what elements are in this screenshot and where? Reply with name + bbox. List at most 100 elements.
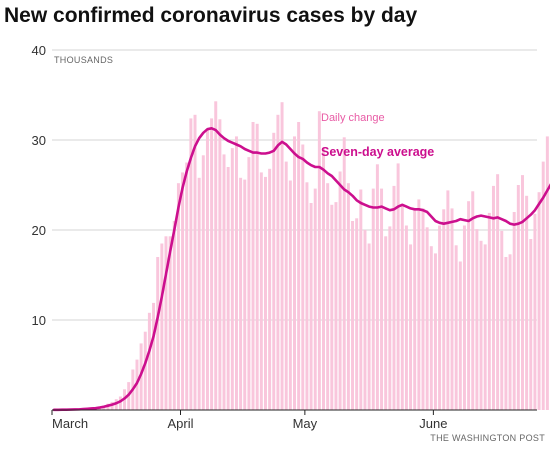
- seven-day-average-line: [52, 127, 550, 412]
- daily-change-bar: [176, 183, 180, 410]
- daily-change-bar: [226, 167, 230, 410]
- daily-change-bar: [297, 122, 301, 410]
- daily-change-bar: [147, 312, 151, 410]
- daily-change-bar: [409, 244, 413, 410]
- daily-change-bar: [521, 175, 524, 410]
- daily-change-bar: [181, 172, 185, 410]
- daily-change-bar: [322, 148, 325, 410]
- daily-change-bar: [156, 257, 160, 410]
- daily-change-bar: [380, 188, 384, 410]
- daily-change-bar: [467, 201, 471, 410]
- daily-change-bar: [392, 185, 396, 410]
- daily-change-bar: [404, 225, 408, 410]
- daily-change-bar: [338, 171, 342, 410]
- daily-change-bar: [255, 123, 259, 411]
- x-tick-label: May: [293, 416, 318, 431]
- x-tick-label: March: [52, 416, 88, 431]
- daily-change-bar: [197, 177, 201, 410]
- daily-change-bar: [301, 144, 305, 410]
- daily-change-bar: [487, 212, 491, 410]
- daily-change-bar: [201, 155, 205, 410]
- daily-change-bar: [413, 208, 417, 410]
- y-axis-ticks: 10 20 30 40: [32, 43, 46, 328]
- daily-change-bar: [375, 164, 379, 410]
- x-tick-label: April: [167, 416, 193, 431]
- daily-change-bar: [214, 101, 218, 411]
- daily-change-bar: [293, 136, 296, 410]
- daily-change-bar: [185, 162, 189, 410]
- daily-change-bar: [359, 189, 363, 410]
- daily-change-bar: [218, 119, 222, 411]
- daily-change-bar: [429, 246, 433, 410]
- daily-change-bar: [317, 111, 321, 410]
- daily-change-bar: [512, 212, 516, 410]
- daily-change-bar: [230, 148, 234, 410]
- y-tick-label: 10: [32, 313, 46, 328]
- daily-change-bar: [268, 168, 272, 410]
- y-tick-label: 40: [32, 43, 46, 58]
- daily-change-bar: [334, 202, 338, 410]
- daily-change-bar: [342, 137, 346, 411]
- daily-change-bar: [263, 176, 267, 410]
- daily-change-bar: [363, 230, 367, 410]
- seven-day-average-label: Seven-day average: [321, 145, 434, 159]
- daily-change-bar: [500, 230, 504, 410]
- x-axis-ticks: March April May June: [51, 410, 447, 431]
- daily-change-bar: [421, 208, 425, 410]
- daily-change-bar: [210, 118, 214, 411]
- daily-change-bar: [330, 204, 334, 410]
- daily-change-bar: [384, 236, 388, 410]
- y-unit-label: THOUSANDS: [54, 55, 113, 65]
- daily-change-bar: [243, 179, 247, 410]
- daily-change-bar: [545, 136, 549, 410]
- daily-change-bar: [388, 226, 392, 410]
- daily-change-bar: [433, 253, 437, 410]
- daily-change-bar: [346, 183, 350, 410]
- daily-change-bar: [417, 199, 421, 410]
- daily-change-bar: [479, 240, 483, 410]
- daily-change-bar: [446, 190, 450, 410]
- daily-change-bar: [309, 203, 313, 410]
- daily-change-bar: [462, 225, 466, 410]
- x-tick-label: June: [419, 416, 447, 431]
- daily-change-bar: [442, 209, 446, 410]
- daily-change-bar: [371, 188, 375, 410]
- daily-change-bar: [438, 225, 442, 410]
- daily-change-bar: [259, 172, 263, 410]
- y-tick-label: 20: [32, 223, 46, 238]
- daily-change-bar: [483, 244, 487, 410]
- daily-change-bar: [425, 227, 429, 410]
- daily-change-bar: [205, 129, 209, 410]
- daily-change-bar: [284, 161, 288, 410]
- daily-change-bar: [496, 174, 500, 410]
- daily-change-bar: [143, 331, 147, 410]
- daily-change-bar: [168, 236, 172, 410]
- daily-change-bars: [52, 101, 549, 411]
- daily-change-bar: [504, 257, 508, 410]
- daily-change-bar: [396, 163, 400, 410]
- daily-change-bar: [160, 243, 164, 410]
- daily-change-bar: [288, 180, 292, 410]
- daily-change-bar: [234, 136, 238, 410]
- chart-title: New confirmed coronavirus cases by day: [4, 4, 418, 27]
- daily-change-bar: [276, 114, 280, 411]
- daily-change-bar: [164, 236, 168, 410]
- daily-change-bar: [454, 245, 458, 410]
- source-credit: THE WASHINGTON POST: [430, 433, 545, 443]
- daily-change-bar: [458, 261, 462, 410]
- daily-change-bar: [118, 396, 122, 410]
- daily-change-label: Daily change: [321, 112, 385, 124]
- daily-change-bar: [525, 195, 529, 410]
- daily-change-bar: [471, 191, 475, 410]
- daily-change-bar: [516, 185, 520, 410]
- daily-change-bar: [475, 229, 479, 410]
- y-tick-label: 30: [32, 133, 46, 148]
- daily-change-bar: [491, 185, 495, 410]
- daily-change-bar: [355, 218, 359, 410]
- daily-change-bar: [400, 203, 404, 410]
- daily-change-bar: [189, 118, 193, 411]
- daily-change-bar: [280, 102, 284, 410]
- daily-change-bar: [351, 221, 355, 410]
